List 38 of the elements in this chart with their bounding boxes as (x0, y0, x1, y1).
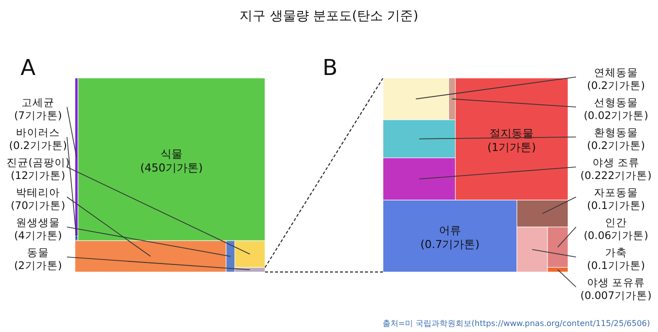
category-label: 절지동물 (490, 127, 534, 140)
category-label: 야생 조류 (592, 157, 640, 169)
data-label: (0.02기가톤) (584, 110, 648, 122)
text: B (322, 56, 338, 81)
data-label: (0.1기가톤) (587, 200, 645, 212)
data-label: (0.7기가톤) (420, 238, 480, 252)
source-note: 출처=미 국립과학원회보(https://www.pnas.org/content/115/25/6506) (382, 319, 650, 328)
data-label: (0.1기가톤) (587, 260, 645, 272)
data-label: (70기가톤) (10, 200, 66, 212)
category-label: 고세균 (22, 97, 54, 109)
category-label: 가축 (605, 247, 627, 259)
data-label: (4기가톤) (14, 230, 62, 242)
data-label: (0.2기가톤) (587, 80, 645, 92)
category-label: 어류 (438, 224, 461, 238)
category-label: 야생 포유류 (586, 277, 646, 289)
category-label: 환형동물 (594, 127, 638, 139)
data-label: (2기가톤) (14, 260, 62, 272)
category-label: 연체동물 (594, 67, 638, 79)
category-label: 인간 (605, 217, 627, 229)
category-label: 선형동물 (594, 97, 638, 109)
data-label: (450기가톤) (140, 161, 203, 174)
category-label: 바이러스 (16, 127, 60, 139)
data-label: (0.2기가톤) (587, 140, 645, 152)
data-label: (0.2기가톤) (9, 140, 67, 152)
category-label: 자포동물 (594, 187, 638, 199)
data-label: (7기가톤) (14, 110, 62, 122)
data-label: (12기가톤) (10, 170, 66, 182)
category-label: 식물 (160, 147, 182, 160)
data-label: (0.007기가톤) (580, 290, 652, 302)
data-label: (0.222기가톤) (580, 170, 652, 182)
text: 지구 생물량 분포도(탄소 기준) (240, 9, 418, 24)
category-label: 진균(곰팡이) (6, 157, 70, 169)
category-label: 동물 (27, 247, 49, 259)
text: A (20, 56, 36, 81)
category-label: 원생생물 (16, 217, 60, 229)
data-label: (0.06기가톤) (584, 230, 648, 242)
category-label: 박테리아 (16, 187, 60, 199)
data-label: (1기가톤) (487, 141, 536, 154)
